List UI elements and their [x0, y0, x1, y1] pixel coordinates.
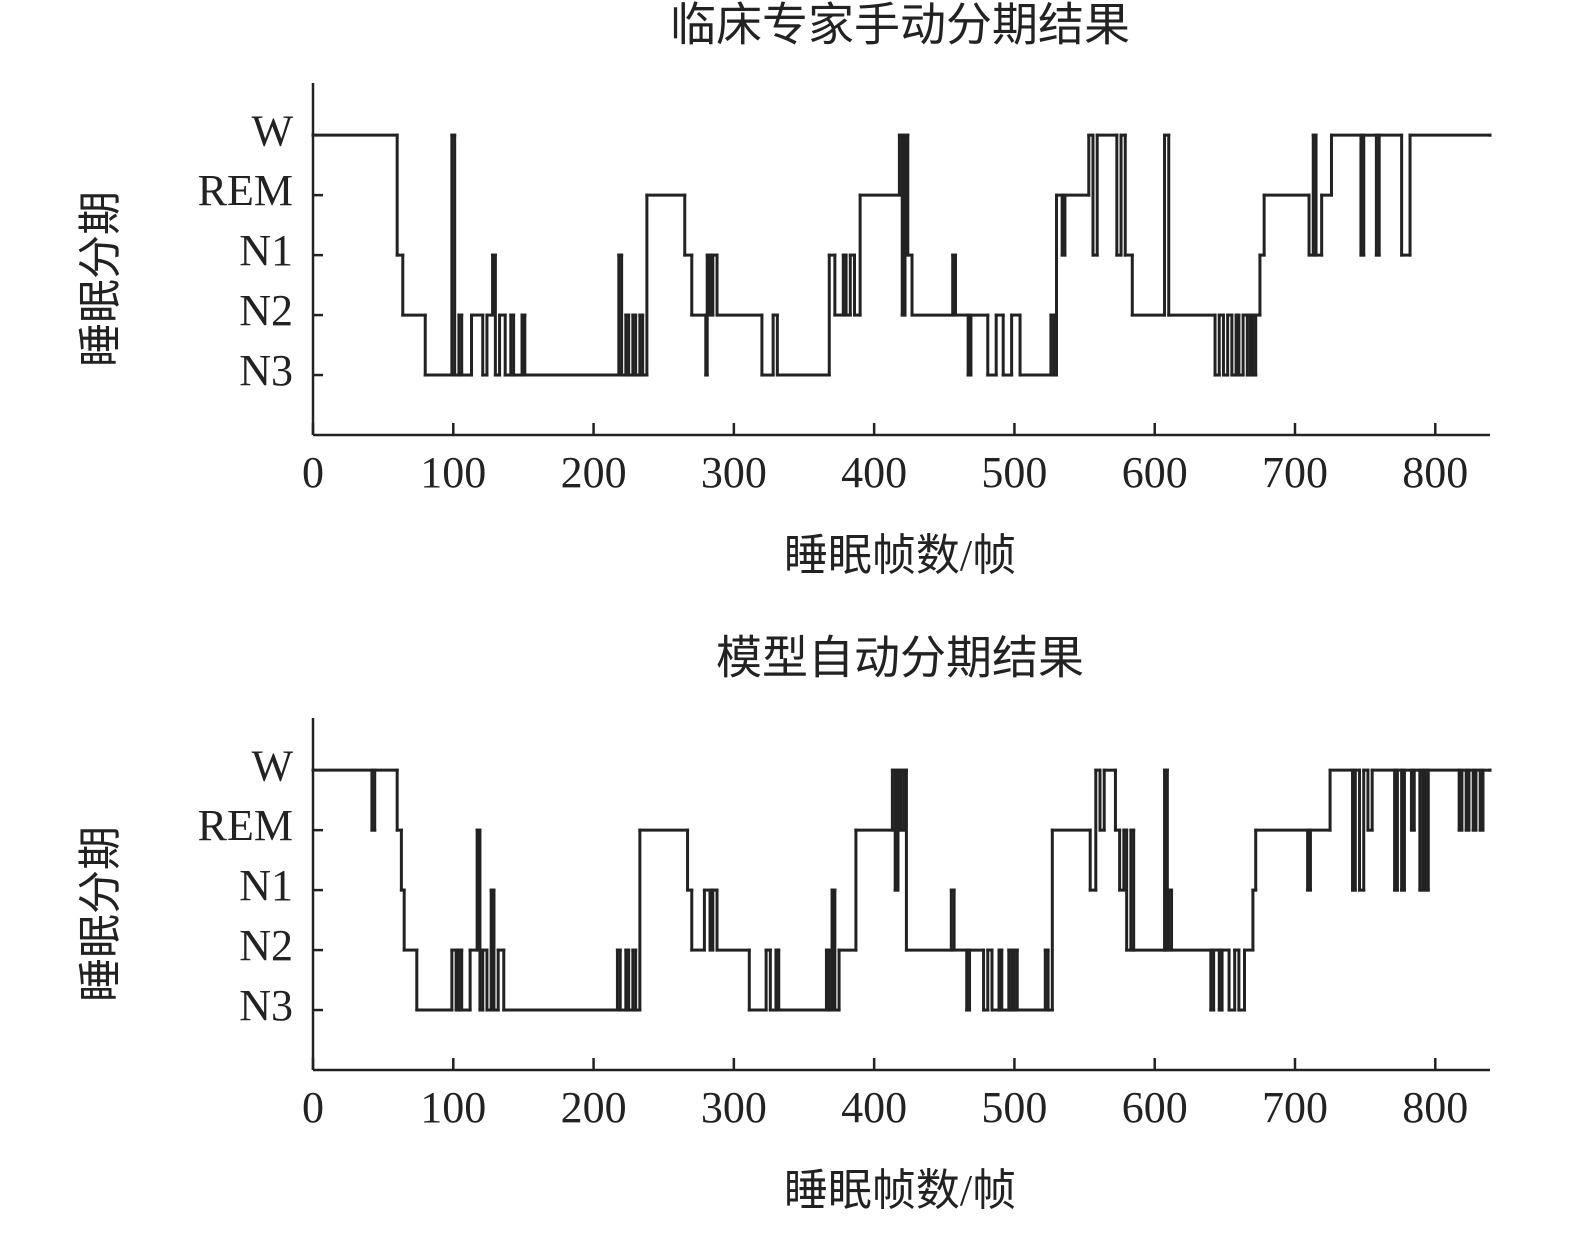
y-tick-label: N2: [239, 921, 293, 970]
y-tick-label: W: [251, 741, 293, 790]
y-tick-label: N3: [239, 346, 293, 395]
x-tick-label: 500: [981, 1083, 1047, 1132]
chart-title: 临床专家手动分期结果: [670, 0, 1130, 51]
x-tick-label: 0: [302, 448, 324, 497]
chart-title: 模型自动分期结果: [716, 633, 1084, 684]
y-tick-label: REM: [198, 801, 293, 850]
y-axis-label: 睡眠分期: [76, 826, 125, 1002]
x-tick-label: 600: [1122, 448, 1188, 497]
x-axis-label: 睡眠帧数/帧: [784, 1166, 1016, 1215]
x-tick-label: 800: [1402, 448, 1468, 497]
y-tick-label: N2: [239, 286, 293, 335]
y-tick-label: W: [251, 106, 293, 155]
y-axis-label: 睡眠分期: [76, 191, 125, 367]
x-axis-label: 睡眠帧数/帧: [784, 531, 1016, 580]
x-tick-label: 0: [302, 1083, 324, 1132]
x-tick-label: 700: [1262, 448, 1328, 497]
x-tick-label: 200: [561, 1083, 627, 1132]
y-tick-label: N1: [239, 226, 293, 275]
y-tick-label: REM: [198, 166, 293, 215]
x-tick-label: 400: [841, 1083, 907, 1132]
x-tick-label: 800: [1402, 1083, 1468, 1132]
x-tick-label: 100: [420, 1083, 486, 1132]
x-tick-label: 700: [1262, 1083, 1328, 1132]
y-tick-label: N3: [239, 981, 293, 1030]
x-tick-label: 300: [701, 1083, 767, 1132]
x-tick-label: 400: [841, 448, 907, 497]
x-tick-label: 100: [420, 448, 486, 497]
y-tick-label: N1: [239, 861, 293, 910]
x-tick-label: 300: [701, 448, 767, 497]
x-tick-label: 200: [561, 448, 627, 497]
x-tick-label: 500: [981, 448, 1047, 497]
x-tick-label: 600: [1122, 1083, 1188, 1132]
